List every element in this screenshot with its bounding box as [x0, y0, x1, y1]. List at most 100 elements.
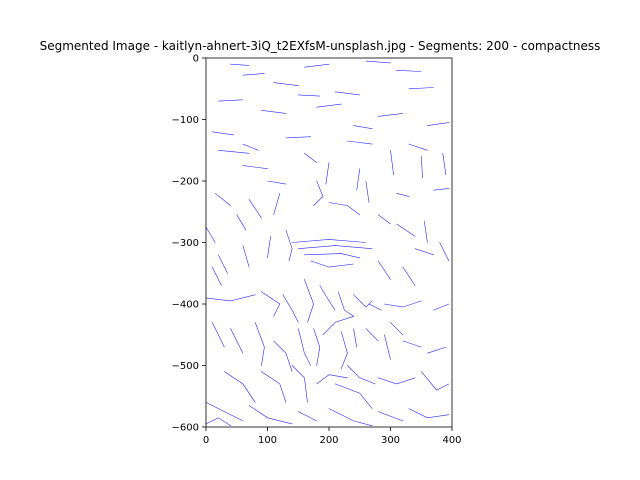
segment-line: [242, 165, 268, 169]
segment-line: [390, 150, 394, 176]
segment-line: [211, 266, 222, 286]
segment-line: [365, 328, 379, 342]
segment-line: [224, 371, 256, 403]
segment-line: [205, 417, 231, 427]
segment-line: [368, 303, 382, 311]
segment-line: [304, 253, 361, 259]
segment-line: [242, 245, 250, 268]
segment-line: [377, 377, 416, 385]
segment-line: [328, 408, 373, 427]
segment-line: [285, 229, 293, 262]
segment-line: [242, 73, 265, 76]
segment-line: [211, 322, 225, 348]
segment-line: [427, 122, 450, 126]
segment-line: [420, 371, 450, 391]
segment-line: [297, 328, 311, 366]
segment-line: [304, 153, 318, 163]
segment-line: [322, 315, 354, 336]
y-tick-label: 0: [193, 54, 199, 65]
segment-line: [328, 202, 361, 216]
segment-line: [334, 91, 361, 96]
axes-frame: [205, 57, 453, 428]
segment-line: [218, 150, 250, 154]
segment-line: [273, 193, 281, 216]
segment-line: [218, 99, 244, 102]
segments-layer: [205, 60, 450, 427]
segment-line: [205, 402, 244, 422]
segment-line: [427, 346, 447, 354]
segment-line: [285, 136, 311, 139]
chart-title: Segmented Image - kaitlyn-ahnert-3iQ_t2E…: [40, 39, 601, 53]
segment-line: [214, 193, 231, 206]
segment-line: [402, 266, 416, 286]
segment-line: [384, 334, 391, 360]
y-tick-label: −400: [172, 300, 199, 311]
segment-line: [218, 254, 228, 274]
segment-line: [291, 365, 308, 403]
segment-line: [377, 113, 404, 117]
segment-line: [254, 322, 265, 366]
x-tick-label: 200: [319, 435, 338, 446]
y-tick-label: −500: [172, 361, 199, 372]
segment-line: [205, 294, 256, 302]
segment-line: [319, 285, 336, 311]
segment-line: [297, 94, 321, 97]
segment-line: [267, 236, 271, 259]
segment-line: [261, 291, 281, 317]
segment-line: [433, 303, 450, 311]
segment-line: [384, 300, 422, 308]
segment-line: [297, 411, 318, 422]
segment-line: [420, 156, 423, 179]
segment-line: [365, 60, 391, 64]
x-tick-label: 0: [203, 435, 209, 446]
segment-line: [267, 180, 287, 185]
segment-line: [282, 294, 299, 323]
segment-line: [347, 365, 376, 385]
segment-line: [316, 374, 348, 385]
y-tick-label: −100: [172, 115, 199, 126]
segment-line: [236, 214, 247, 231]
y-axis: 0 −100 −200 −300 −400 −500 −600: [172, 54, 206, 434]
segment-line: [325, 162, 330, 185]
segment-line: [230, 328, 244, 354]
segment-line: [356, 168, 361, 191]
segment-line: [291, 239, 367, 243]
x-tick-label: 300: [381, 435, 400, 446]
segment-line: [347, 140, 373, 145]
segment-line: [304, 279, 314, 323]
segment-line: [423, 220, 428, 243]
segment-line: [261, 110, 287, 114]
segment-line: [414, 248, 434, 256]
segment-line: [248, 405, 293, 425]
segment-line: [396, 70, 422, 72]
y-tick-label: −300: [172, 238, 199, 249]
segment-line: [353, 294, 373, 308]
x-axis: 0 100 200 300 400: [203, 427, 462, 446]
segment-line: [408, 87, 434, 90]
segment-line: [313, 328, 321, 366]
segment-line: [261, 371, 287, 403]
segment-line: [402, 340, 422, 348]
segment-line: [297, 245, 373, 249]
segment-line: [316, 103, 342, 108]
segment-line: [439, 242, 450, 262]
segment-line: [273, 82, 299, 86]
segment-line: [313, 180, 324, 206]
segment-line: [310, 260, 354, 268]
segment-line: [377, 260, 391, 280]
segment-line: [433, 188, 450, 191]
segment-line: [442, 153, 447, 176]
segment-line: [205, 226, 216, 243]
segment-line: [337, 291, 354, 317]
segment-line: [248, 199, 262, 219]
y-tick-label: −600: [172, 423, 199, 434]
segment-line: [334, 383, 373, 409]
x-tick-label: 400: [442, 435, 461, 446]
segment-line: [230, 63, 250, 66]
segment-line: [365, 180, 370, 203]
segment-line: [353, 328, 358, 348]
x-tick-label: 100: [258, 435, 277, 446]
segment-line: [390, 322, 404, 336]
segment-line: [377, 411, 404, 422]
